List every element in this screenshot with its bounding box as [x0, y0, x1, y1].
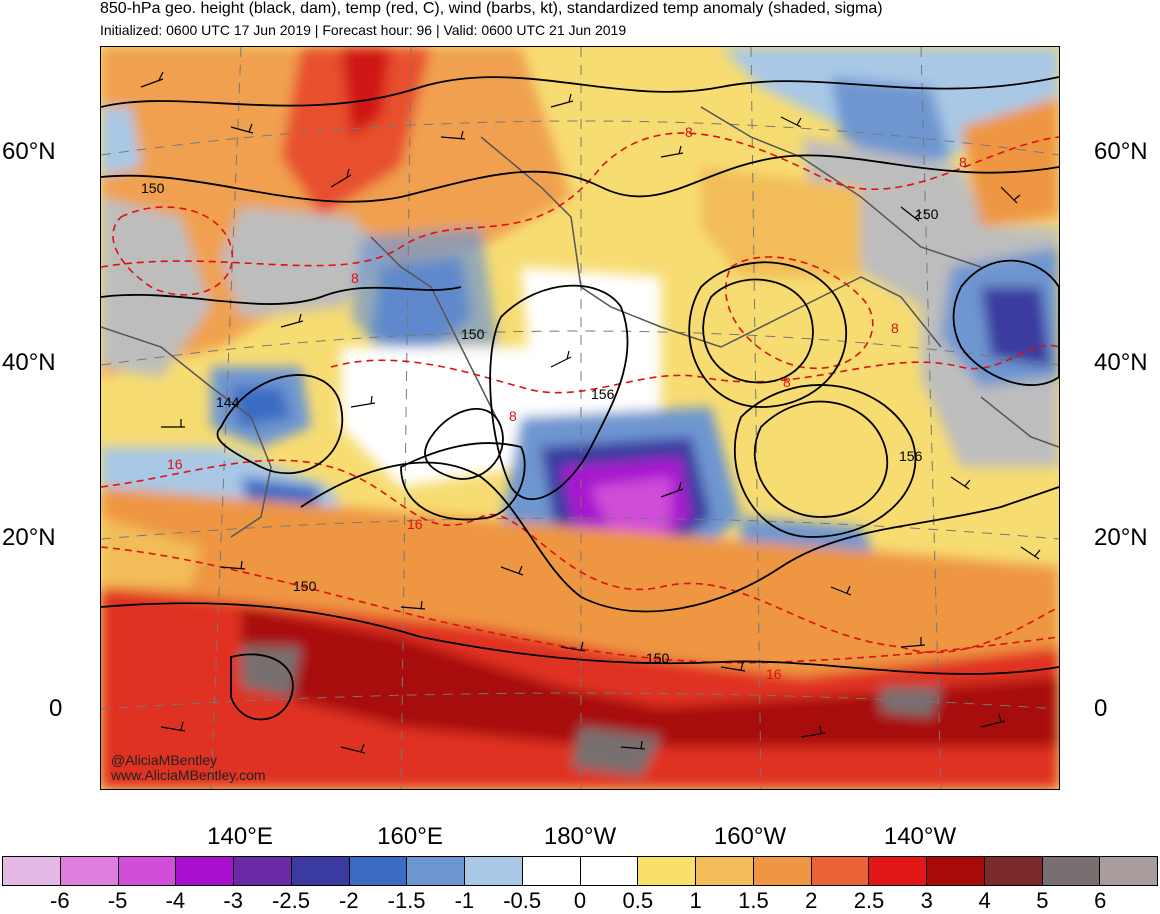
colorbar-tick-label: 5 [1036, 888, 1049, 913]
colorbar-box [811, 857, 870, 885]
colorbar-tick-label: 0 [573, 888, 587, 913]
lat-label-40n-right: 40°N [1094, 349, 1148, 376]
credit: @AliciaMBentley www.AliciaMBentley.com [111, 753, 266, 783]
anomaly-shading [101, 47, 1059, 789]
lat-label-20n-right: 20°N [1094, 524, 1148, 551]
lon-label-140e: 140°E [207, 823, 273, 850]
map-svg: 150 150 144 156 156 150 150 150 8 8 16 1… [101, 47, 1059, 789]
height-label: 150 [915, 206, 939, 222]
colorbar-box [696, 857, 754, 885]
colorbar-box [927, 857, 985, 885]
graticule [101, 47, 1059, 789]
colorbar-tick-label: 0.5 [622, 888, 654, 913]
colorbar-box [3, 857, 61, 885]
colorbar-tick-label: 4 [978, 888, 991, 913]
wind-barbs [140, 71, 1041, 754]
temp-label: 8 [509, 408, 517, 424]
colorbar-box [1042, 857, 1101, 885]
credit-handle: @AliciaMBentley [111, 752, 218, 768]
colorbar-box [118, 857, 177, 885]
colorbar-box [753, 857, 812, 885]
height-label: 150 [646, 650, 670, 666]
colorbar-box [234, 857, 292, 885]
map-subtitle: Initialized: 0600 UTC 17 Jun 2019 | Fore… [100, 22, 627, 38]
colorbar-tick-label: 2 [805, 888, 818, 913]
colorbar-tick-label: -1 [454, 888, 475, 913]
lat-label-20n-left: 20°N [2, 524, 56, 551]
colorbar-tick-label: -1.5 [387, 888, 426, 913]
colorbar-tick-label: -5 [107, 888, 128, 913]
colorbar-box [1100, 857, 1157, 885]
temperature-contours [101, 132, 1059, 664]
temp-label: 16 [407, 516, 423, 532]
height-label: 150 [293, 578, 317, 594]
height-label: 150 [461, 326, 485, 342]
temp-label: 16 [766, 666, 782, 682]
colorbar-box [349, 857, 408, 885]
temp-label: 16 [167, 456, 183, 472]
height-contours [101, 76, 1059, 721]
credit-site: www.AliciaMBentley.com [111, 767, 266, 783]
map-title: 850-hPa geo. height (black, dam), temp (… [100, 0, 883, 17]
temp-label: 8 [685, 124, 693, 140]
colorbar-tick-label: -2.5 [272, 888, 310, 913]
map-panel: 150 150 144 156 156 150 150 150 8 8 16 1… [100, 46, 1060, 790]
colorbar-box [869, 857, 927, 885]
colorbar-box [465, 857, 523, 885]
colorbar-box [984, 857, 1043, 885]
temp-label: 8 [783, 374, 791, 390]
colorbar-tick-label: 1 [689, 888, 702, 913]
lat-label-60n-left: 60°N [2, 138, 56, 165]
temp-label: 8 [891, 320, 899, 336]
colorbar-tick-label: -4 [165, 888, 186, 913]
height-label: 150 [141, 180, 165, 196]
temp-label: 8 [959, 154, 967, 170]
colorbar-box [580, 857, 639, 885]
lat-label-60n-right: 60°N [1094, 138, 1148, 165]
colorbar-box [176, 857, 234, 885]
colorbar-tick-label: 6 [1094, 888, 1107, 913]
contour-labels: 150 150 144 156 156 150 150 150 8 8 16 1… [141, 124, 967, 682]
colorbar-tick-label: -0.5 [503, 888, 542, 913]
colorbar-box [638, 857, 696, 885]
lon-label-160w: 160°W [713, 823, 787, 850]
colorbar [2, 856, 1158, 886]
lon-label-160e: 160°E [377, 823, 443, 850]
coastlines [101, 106, 1059, 538]
height-label: 144 [216, 394, 240, 410]
colorbar-tick-label: 2.5 [853, 888, 885, 913]
colorbar-tick-label: -6 [50, 888, 70, 913]
lat-label-0-left: 0 [49, 695, 63, 722]
height-label: 156 [591, 386, 615, 402]
height-label: 156 [899, 448, 923, 464]
colorbar-tick-label: 3 [920, 888, 933, 913]
temp-label: 8 [351, 270, 359, 286]
colorbar-box [407, 857, 465, 885]
colorbar-box [522, 857, 581, 885]
colorbar-tick-label: -2 [339, 888, 359, 913]
lon-label-180w: 180°W [543, 823, 617, 850]
lat-label-40n-left: 40°N [2, 349, 56, 376]
lat-label-0-right: 0 [1094, 695, 1108, 722]
colorbar-tick-label: 1.5 [738, 888, 769, 913]
colorbar-tick-label: -3 [223, 888, 243, 913]
lon-label-140w: 140°W [883, 823, 957, 850]
colorbar-box [60, 857, 119, 885]
colorbar-box [291, 857, 350, 885]
